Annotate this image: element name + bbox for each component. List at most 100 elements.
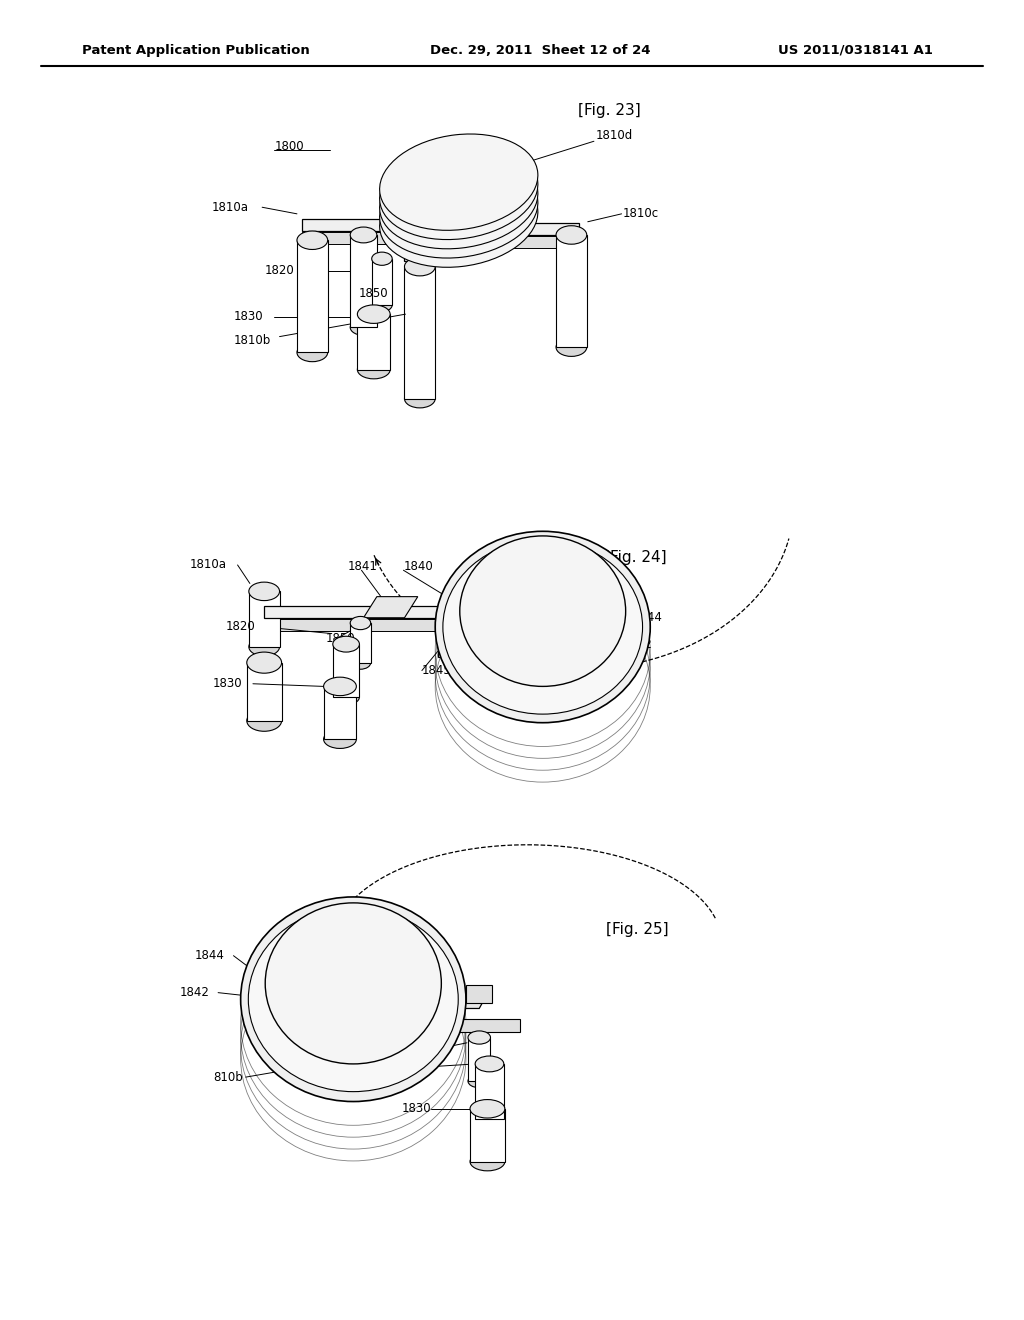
Ellipse shape xyxy=(494,166,520,182)
Ellipse shape xyxy=(265,903,441,1064)
FancyBboxPatch shape xyxy=(350,235,377,327)
Ellipse shape xyxy=(380,144,538,239)
Polygon shape xyxy=(445,1019,520,1032)
Ellipse shape xyxy=(350,319,377,335)
Ellipse shape xyxy=(248,907,458,1092)
Text: [Fig. 25]: [Fig. 25] xyxy=(605,921,669,937)
FancyBboxPatch shape xyxy=(494,174,520,211)
Polygon shape xyxy=(479,178,517,235)
Ellipse shape xyxy=(350,227,377,243)
Polygon shape xyxy=(438,643,522,657)
Ellipse shape xyxy=(357,305,390,323)
Text: 1820: 1820 xyxy=(225,620,255,634)
Text: 1844: 1844 xyxy=(195,949,224,962)
Ellipse shape xyxy=(333,689,359,705)
Ellipse shape xyxy=(249,582,280,601)
Ellipse shape xyxy=(247,710,282,731)
Ellipse shape xyxy=(380,162,538,257)
Polygon shape xyxy=(302,219,399,231)
Polygon shape xyxy=(264,606,438,618)
Ellipse shape xyxy=(468,1031,490,1044)
Text: [Fig. 24]: [Fig. 24] xyxy=(603,549,667,565)
Ellipse shape xyxy=(556,338,587,356)
Text: US 2011/0318141 A1: US 2011/0318141 A1 xyxy=(778,44,933,57)
Polygon shape xyxy=(302,232,399,244)
Ellipse shape xyxy=(241,898,466,1101)
Ellipse shape xyxy=(333,636,359,652)
Polygon shape xyxy=(466,985,492,1003)
FancyBboxPatch shape xyxy=(247,663,282,721)
FancyBboxPatch shape xyxy=(556,235,587,347)
Text: 1850: 1850 xyxy=(404,1044,434,1057)
Text: 1842: 1842 xyxy=(179,986,209,999)
FancyBboxPatch shape xyxy=(470,1109,505,1162)
Ellipse shape xyxy=(475,1111,504,1127)
FancyBboxPatch shape xyxy=(404,267,435,399)
Ellipse shape xyxy=(470,1152,505,1171)
Text: 1841: 1841 xyxy=(393,987,423,1001)
Ellipse shape xyxy=(357,360,390,379)
Text: 1840: 1840 xyxy=(393,973,423,986)
Text: 1844: 1844 xyxy=(633,611,663,624)
Polygon shape xyxy=(418,990,489,1008)
Text: 1845: 1845 xyxy=(422,664,452,677)
Text: 1810b: 1810b xyxy=(233,334,270,347)
FancyBboxPatch shape xyxy=(324,686,356,739)
Text: 1842: 1842 xyxy=(623,638,652,651)
Polygon shape xyxy=(364,597,418,618)
Text: 1850: 1850 xyxy=(326,632,355,645)
Ellipse shape xyxy=(404,257,435,276)
Text: 1830: 1830 xyxy=(401,1102,431,1115)
Ellipse shape xyxy=(475,1056,504,1072)
FancyBboxPatch shape xyxy=(249,591,280,647)
Text: 1841: 1841 xyxy=(348,560,378,573)
Ellipse shape xyxy=(372,252,392,265)
Ellipse shape xyxy=(556,226,587,244)
Ellipse shape xyxy=(468,1074,490,1088)
Ellipse shape xyxy=(402,202,433,226)
Ellipse shape xyxy=(442,540,643,714)
Text: 1850: 1850 xyxy=(358,286,388,300)
Text: [Fig. 23]: [Fig. 23] xyxy=(578,103,641,119)
Text: 1800: 1800 xyxy=(274,140,304,153)
Text: 1810d: 1810d xyxy=(596,129,633,143)
Text: 1843: 1843 xyxy=(469,554,499,568)
Text: 1840: 1840 xyxy=(383,183,413,197)
Polygon shape xyxy=(451,223,579,235)
FancyBboxPatch shape xyxy=(372,259,392,305)
FancyBboxPatch shape xyxy=(350,623,371,663)
Text: 810b: 810b xyxy=(213,1071,243,1084)
FancyBboxPatch shape xyxy=(357,314,390,370)
Ellipse shape xyxy=(297,343,328,362)
Ellipse shape xyxy=(350,616,371,630)
Text: 1810a: 1810a xyxy=(189,558,226,572)
Text: 1840: 1840 xyxy=(403,560,433,573)
Ellipse shape xyxy=(470,1100,505,1118)
Polygon shape xyxy=(264,619,438,631)
Ellipse shape xyxy=(494,203,520,219)
FancyBboxPatch shape xyxy=(297,240,328,352)
Ellipse shape xyxy=(324,677,356,696)
Text: Dec. 29, 2011  Sheet 12 of 24: Dec. 29, 2011 Sheet 12 of 24 xyxy=(430,44,650,57)
Text: 1843: 1843 xyxy=(343,945,373,958)
Ellipse shape xyxy=(372,298,392,312)
Text: 1810c: 1810c xyxy=(623,207,658,220)
FancyBboxPatch shape xyxy=(468,1038,490,1081)
FancyBboxPatch shape xyxy=(475,1064,504,1119)
Text: Patent Application Publication: Patent Application Publication xyxy=(82,44,309,57)
Text: 1830: 1830 xyxy=(213,677,243,690)
Text: 1810a: 1810a xyxy=(212,201,249,214)
Text: 1820: 1820 xyxy=(404,1060,434,1073)
Polygon shape xyxy=(451,236,579,248)
Text: W: W xyxy=(597,579,608,593)
Text: W: W xyxy=(428,149,439,162)
Ellipse shape xyxy=(460,536,626,686)
FancyBboxPatch shape xyxy=(333,644,359,697)
Ellipse shape xyxy=(380,172,538,267)
Text: W: W xyxy=(303,945,314,958)
Ellipse shape xyxy=(380,135,538,230)
Text: 1830: 1830 xyxy=(233,310,263,323)
Polygon shape xyxy=(404,198,430,261)
Ellipse shape xyxy=(350,656,371,669)
Ellipse shape xyxy=(380,153,538,248)
